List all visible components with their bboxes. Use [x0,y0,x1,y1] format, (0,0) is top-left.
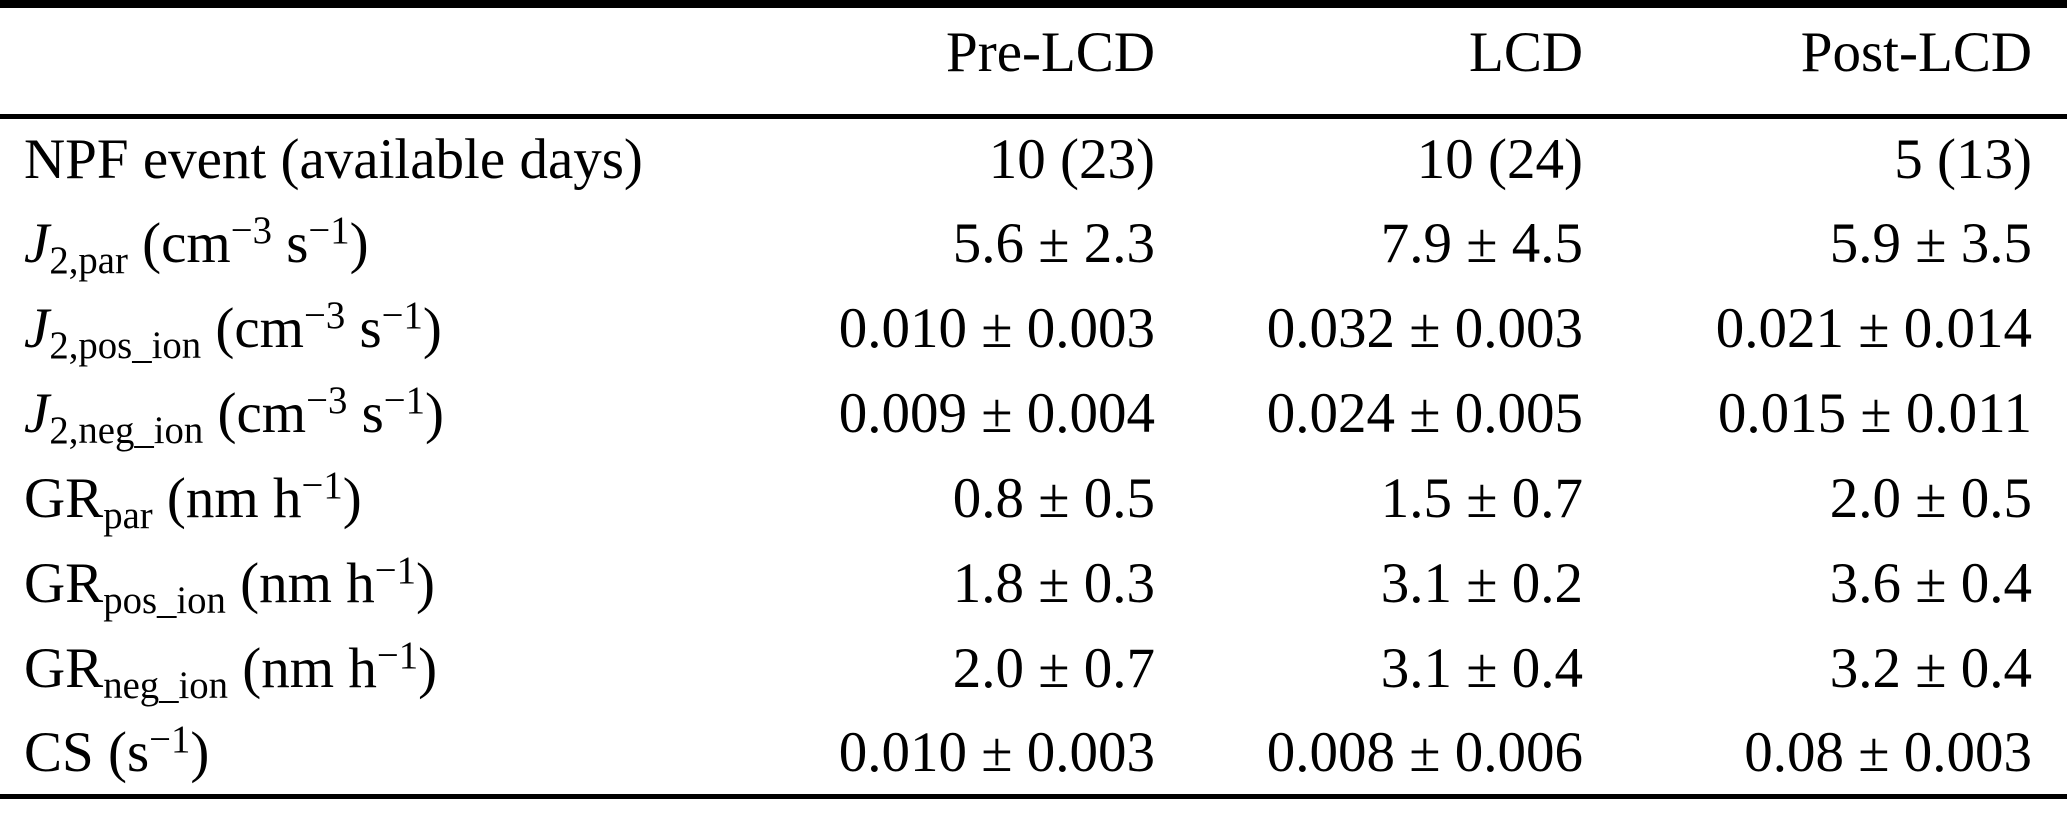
unit-exponent: −1 [149,718,191,762]
value-cell: 3.1 ± 0.2 [1380,552,1583,615]
row-label: NPF event (available days) [0,116,720,201]
value-cell: 0.010 ± 0.003 [838,297,1155,360]
unit-exponent: −3 [230,209,272,253]
unit-exponent: −1 [308,209,350,253]
table-row: J2,pos_ion (cm−3 s−1) 0.010 ± 0.003 0.032 … [0,286,2067,371]
table-row: J2,par (cm−3 s−1) 5.6 ± 2.3 7.9 ± 4.5 5.9 ±… [0,201,2067,286]
row-label-base: GR [24,552,104,615]
row-label-unit: (cm−3 s−1) [217,379,444,445]
row-label: J2,neg_ion (cm−3 s−1) [0,371,720,456]
row-label-base: GR [24,637,104,700]
row-label: GRpar (nm h−1) [0,456,720,541]
table-body: NPF event (available days) 10 (23) 10 (24)… [0,116,2067,796]
value-cell: 10 (23) [988,128,1155,192]
row-label-unit: (nm h−1) [240,549,435,615]
header-row: Pre-LCD LCD Post-LCD [0,4,2067,116]
value-cell: 0.015 ± 0.011 [1717,382,2032,445]
value-cell: 5.9 ± 3.5 [1829,212,2032,275]
value-cell: 3.1 ± 0.4 [1380,637,1583,700]
value-cell: 1.8 ± 0.3 [952,552,1155,615]
value-cell: 0.08 ± 0.003 [1744,720,2032,784]
value-cell: 2.0 ± 0.5 [1829,467,2032,530]
row-label: CS (s−1) [0,711,720,796]
row-label-base: CS [24,720,94,784]
row-label-unit: (cm−3 s−1) [215,294,442,360]
row-label-subscript: neg_ion [103,663,229,707]
row-label-subscript: 2,neg_ion [49,408,204,452]
value-cell: 0.024 ± 0.005 [1266,382,1583,445]
unit-exponent: −1 [383,379,425,423]
row-label: GRneg_ion (nm h−1) [0,626,720,711]
value-cell: 0.008 ± 0.006 [1266,720,1583,784]
row-label-base: GR [24,467,104,530]
row-label: J2,pos_ion (cm−3 s−1) [0,286,720,371]
unit-exponent: −1 [374,549,416,593]
row-label-base: NPF event [24,128,267,192]
table-header: Pre-LCD LCD Post-LCD [0,4,2067,116]
row-label-unit: (available days) [280,128,643,192]
table-row: GRneg_ion (nm h−1) 2.0 ± 0.7 3.1 ± 0.4 3.2 … [0,626,2067,711]
row-label-subscript: 2,par [49,238,128,282]
value-cell: 5 (13) [1894,128,2032,192]
table-row: CS (s−1) 0.010 ± 0.003 0.008 ± 0.006 0.08 ±… [0,711,2067,796]
value-cell: 0.009 ± 0.004 [838,382,1155,445]
value-cell: 2.0 ± 0.7 [952,637,1155,700]
row-label-base: J [24,297,50,360]
value-cell: 0.032 ± 0.003 [1266,297,1583,360]
value-cell: 5.6 ± 2.3 [952,212,1155,275]
value-cell: 1.5 ± 0.7 [1380,467,1583,530]
row-label: GRpos_ion (nm h−1) [0,541,720,626]
results-table: Pre-LCD LCD Post-LCD NPF event (availabl… [0,0,2067,799]
value-cell: 10 (24) [1416,128,1583,192]
unit-exponent: −1 [376,634,419,678]
unit-exponent: −1 [381,294,423,338]
value-cell: 0.8 ± 0.5 [952,467,1155,530]
row-label-base: J [24,212,50,275]
unit-exponent: −3 [303,294,346,338]
row-label-unit: (nm h−1) [242,634,438,700]
table-row: NPF event (available days) 10 (23) 10 (24)… [0,116,2067,201]
value-cell: 3.6 ± 0.4 [1829,552,2032,615]
row-label-subscript: pos_ion [103,578,226,622]
row-label-unit: (cm−3 s−1) [142,209,369,275]
column-header-pre-lcd: Pre-LCD [946,21,1155,85]
column-header-empty [0,4,720,116]
value-cell: 3.2 ± 0.4 [1829,637,2032,700]
unit-exponent: −1 [301,464,343,508]
row-label-subscript: 2,pos_ion [49,323,202,367]
column-header-lcd: LCD [1469,21,1583,85]
row-label: J2,par (cm−3 s−1) [0,201,720,286]
row-label-unit: (s−1) [107,718,210,784]
table-row: GRpos_ion (nm h−1) 1.8 ± 0.3 3.1 ± 0.2 3.6 … [0,541,2067,626]
row-label-unit: (nm h−1) [166,464,362,530]
table-row: J2,neg_ion (cm−3 s−1) 0.009 ± 0.004 0.024 … [0,371,2067,456]
table-row: GRpar (nm h−1) 0.8 ± 0.5 1.5 ± 0.7 2.0 ± 0.… [0,456,2067,541]
row-label-subscript: par [103,493,153,537]
unit-exponent: −3 [306,379,348,423]
row-label-base: J [24,382,50,445]
value-cell: 0.021 ± 0.014 [1715,297,2032,360]
value-cell: 0.010 ± 0.003 [838,720,1155,784]
value-cell: 7.9 ± 4.5 [1380,212,1583,275]
column-header-post-lcd: Post-LCD [1800,21,2032,85]
